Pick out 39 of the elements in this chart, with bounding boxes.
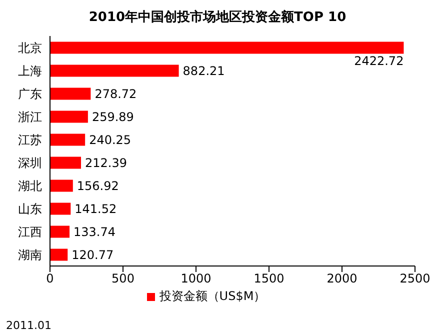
y-tick-label: 山东 xyxy=(18,202,42,216)
data-label: 156.92 xyxy=(76,178,119,193)
bar xyxy=(50,248,68,261)
y-tick-label: 北京 xyxy=(18,40,42,55)
x-tick-label: 2000 xyxy=(326,272,358,286)
data-label: 259.89 xyxy=(92,110,134,124)
x-tick-label: 1000 xyxy=(180,272,212,286)
data-label: 240.25 xyxy=(89,132,132,147)
x-tick-label: 2500 xyxy=(400,272,430,286)
data-label: 212.39 xyxy=(85,156,128,170)
chart-title: 2010年中国创投市场地区投资金额TOP 10 xyxy=(88,8,348,26)
x-tick-label: 0 xyxy=(46,272,54,286)
y-tick-label: 上海 xyxy=(18,64,42,78)
bar xyxy=(50,134,86,146)
bar xyxy=(50,88,91,100)
data-label: 882.21 xyxy=(182,64,225,78)
bar xyxy=(50,64,179,77)
y-tick-label: 浙江 xyxy=(18,110,42,124)
bar xyxy=(50,42,404,54)
y-tick-label: 江西 xyxy=(18,224,42,239)
data-label: 141.52 xyxy=(74,202,117,216)
data-label: 2422.72 xyxy=(354,54,404,68)
bar xyxy=(50,180,73,192)
data-label: 133.74 xyxy=(74,224,116,239)
text: 2011.01 xyxy=(6,319,52,332)
bar xyxy=(50,226,70,238)
y-tick-label: 江苏 xyxy=(18,132,42,147)
bar xyxy=(50,110,88,123)
data-label: 278.72 xyxy=(94,86,137,101)
x-tick-label: 500 xyxy=(112,272,134,286)
y-tick-label: 湖南 xyxy=(18,248,42,262)
y-tick-label: 湖北 xyxy=(18,178,42,193)
y-tick-label: 深圳 xyxy=(18,156,42,170)
bar xyxy=(50,156,82,169)
y-tick-label: 广东 xyxy=(18,86,42,101)
data-label: 120.77 xyxy=(72,248,114,262)
x-tick-label: 1500 xyxy=(254,272,284,286)
bar xyxy=(50,202,71,215)
legend-label: 投资金额（US$M） xyxy=(159,289,266,303)
